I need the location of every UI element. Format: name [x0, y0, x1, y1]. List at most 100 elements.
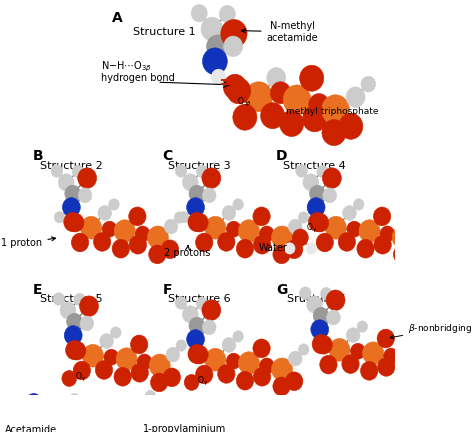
Text: O$_\gamma$: O$_\gamma$ — [306, 222, 318, 235]
Circle shape — [62, 371, 77, 386]
Circle shape — [74, 293, 85, 306]
Circle shape — [189, 185, 205, 202]
Text: 2 protons: 2 protons — [164, 245, 210, 258]
Circle shape — [38, 417, 54, 432]
Circle shape — [93, 232, 111, 251]
Circle shape — [237, 239, 254, 258]
Circle shape — [184, 375, 199, 391]
Circle shape — [363, 342, 383, 365]
Circle shape — [29, 409, 44, 425]
Text: Structure 5: Structure 5 — [40, 294, 103, 304]
Circle shape — [188, 213, 206, 232]
Circle shape — [199, 416, 213, 431]
Circle shape — [233, 331, 244, 342]
Circle shape — [303, 174, 319, 191]
Circle shape — [300, 65, 324, 91]
Circle shape — [81, 216, 101, 239]
Circle shape — [16, 405, 27, 417]
Circle shape — [104, 349, 118, 365]
Circle shape — [178, 212, 189, 223]
Circle shape — [51, 165, 63, 177]
Circle shape — [114, 367, 131, 386]
Circle shape — [285, 240, 303, 259]
Circle shape — [346, 328, 360, 343]
Text: Structure 4: Structure 4 — [283, 161, 346, 171]
Circle shape — [307, 296, 322, 313]
Circle shape — [64, 326, 82, 345]
Circle shape — [129, 235, 146, 254]
Circle shape — [350, 343, 365, 359]
Circle shape — [80, 296, 99, 316]
Circle shape — [325, 216, 346, 239]
Circle shape — [254, 367, 271, 386]
Circle shape — [310, 185, 325, 202]
Text: 1 proton: 1 proton — [1, 237, 55, 248]
Circle shape — [191, 213, 208, 232]
Circle shape — [383, 348, 398, 364]
Circle shape — [238, 352, 259, 375]
Circle shape — [164, 219, 178, 234]
Text: Acetamide: Acetamide — [5, 425, 57, 432]
Circle shape — [306, 243, 317, 254]
Circle shape — [273, 245, 290, 264]
Circle shape — [95, 361, 113, 379]
Circle shape — [374, 235, 392, 254]
Text: Sructure 7: Sructure 7 — [287, 294, 345, 304]
Circle shape — [254, 235, 271, 254]
Circle shape — [409, 219, 423, 234]
Circle shape — [67, 213, 84, 232]
Circle shape — [72, 165, 84, 178]
Circle shape — [223, 74, 246, 99]
Circle shape — [316, 233, 333, 252]
Text: B: B — [33, 149, 44, 163]
Circle shape — [227, 78, 251, 104]
Circle shape — [202, 48, 228, 75]
Circle shape — [419, 212, 429, 223]
Circle shape — [396, 348, 417, 371]
Circle shape — [187, 197, 204, 217]
Circle shape — [422, 334, 433, 345]
Circle shape — [343, 206, 356, 220]
Text: F: F — [163, 283, 172, 297]
Circle shape — [135, 226, 150, 242]
Circle shape — [380, 226, 395, 242]
Circle shape — [42, 401, 57, 418]
Circle shape — [102, 221, 117, 237]
Circle shape — [202, 320, 216, 335]
Circle shape — [196, 165, 208, 178]
Circle shape — [320, 287, 332, 300]
Circle shape — [58, 174, 74, 191]
Circle shape — [202, 168, 221, 188]
Circle shape — [300, 287, 311, 299]
Circle shape — [288, 219, 302, 234]
Text: Structure 2: Structure 2 — [40, 161, 103, 171]
Circle shape — [410, 362, 427, 381]
Circle shape — [222, 337, 236, 353]
Circle shape — [393, 245, 411, 264]
Circle shape — [187, 330, 204, 349]
Circle shape — [112, 239, 129, 258]
Text: 1-propylaminium: 1-propylaminium — [144, 423, 227, 432]
Circle shape — [315, 335, 332, 354]
Circle shape — [312, 334, 330, 354]
Circle shape — [283, 85, 311, 115]
Circle shape — [145, 391, 155, 402]
Circle shape — [338, 232, 356, 251]
Circle shape — [130, 335, 148, 354]
Circle shape — [175, 165, 187, 177]
Circle shape — [296, 165, 308, 177]
Circle shape — [292, 229, 308, 246]
Circle shape — [347, 221, 362, 237]
Circle shape — [151, 373, 168, 392]
Circle shape — [13, 386, 23, 397]
Circle shape — [69, 394, 80, 405]
Circle shape — [65, 340, 83, 360]
Circle shape — [280, 111, 304, 137]
Text: O$_\gamma$: O$_\gamma$ — [74, 371, 86, 384]
Circle shape — [60, 302, 76, 319]
Text: Structure 6: Structure 6 — [168, 294, 230, 304]
Circle shape — [392, 226, 413, 249]
Circle shape — [166, 347, 180, 362]
Text: Water: Water — [258, 242, 287, 253]
Circle shape — [317, 165, 328, 178]
